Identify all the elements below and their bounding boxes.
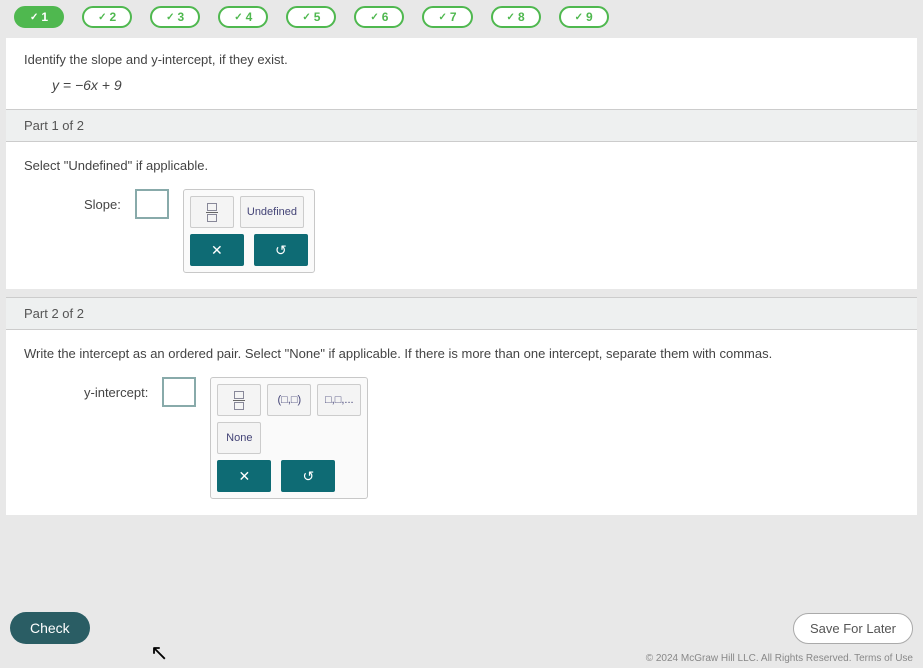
check-icon: ✓ [166,12,174,23]
check-icon: ✓ [30,12,38,23]
slope-label: Slope: [84,189,121,212]
part2-body: Write the intercept as an ordered pair. … [6,330,917,515]
slope-input[interactable] [135,189,169,219]
multi-tool[interactable]: □,□,... [317,384,361,416]
progress-num: 3 [178,10,185,24]
check-icon: ✓ [370,12,378,23]
part2-toolbox: (□,□) □,□,... None ✕ ↺ [210,377,368,499]
progress-row: ✓1 ✓2 ✓3 ✓4 ✓5 ✓6 ✓7 ✓8 ✓9 [0,0,923,38]
clear-button[interactable]: ✕ [217,460,271,492]
progress-pill-7[interactable]: ✓7 [422,6,472,28]
fraction-icon [206,203,218,222]
none-tool[interactable]: None [217,422,261,454]
ordered-pair-tool[interactable]: (□,□) [267,384,311,416]
progress-num: 5 [314,10,321,24]
question-prompt: Identify the slope and y-intercept, if t… [24,52,899,67]
progress-pill-3[interactable]: ✓3 [150,6,200,28]
progress-num: 6 [382,10,389,24]
progress-num: 4 [246,10,253,24]
question-equation: y = −6x + 9 [52,77,899,93]
part2-header: Part 2 of 2 [6,297,917,330]
part1-input-row: Slope: Undefined ✕ ↺ [84,189,899,273]
progress-num: 1 [41,10,48,24]
check-icon: ✓ [438,12,446,23]
check-icon: ✓ [234,12,242,23]
check-icon: ✓ [98,12,106,23]
progress-pill-6[interactable]: ✓6 [354,6,404,28]
progress-pill-2[interactable]: ✓2 [82,6,132,28]
part2-input-row: y-intercept: (□,□) □,□,... None ✕ ↺ [84,377,899,499]
check-icon: ✓ [507,12,515,23]
progress-num: 7 [450,10,457,24]
progress-pill-8[interactable]: ✓8 [491,6,541,28]
progress-pill-4[interactable]: ✓4 [218,6,268,28]
save-for-later-button[interactable]: Save For Later [793,613,913,644]
progress-num: 2 [109,10,116,24]
undefined-tool[interactable]: Undefined [240,196,304,228]
progress-num: 8 [518,10,525,24]
reset-button[interactable]: ↺ [281,460,335,492]
check-icon: ✓ [302,12,310,23]
progress-pill-1[interactable]: ✓1 [14,6,64,28]
progress-pill-9[interactable]: ✓9 [559,6,609,28]
reset-button[interactable]: ↺ [254,234,308,266]
check-button[interactable]: Check [10,612,90,644]
fraction-tool[interactable] [190,196,234,228]
copyright-text: © 2024 McGraw Hill LLC. All Rights Reser… [646,653,913,664]
part1-body: Select "Undefined" if applicable. Slope:… [6,142,917,289]
question-block: Identify the slope and y-intercept, if t… [6,38,917,109]
check-icon: ✓ [575,12,583,23]
part1-toolbox: Undefined ✕ ↺ [183,189,315,273]
yintercept-label: y-intercept: [84,377,148,400]
footer: Check Save For Later [0,612,923,644]
part2-instruction: Write the intercept as an ordered pair. … [24,346,899,361]
part1-instruction: Select "Undefined" if applicable. [24,158,899,173]
clear-button[interactable]: ✕ [190,234,244,266]
progress-num: 9 [586,10,593,24]
yintercept-input[interactable] [162,377,196,407]
fraction-tool[interactable] [217,384,261,416]
part1-header: Part 1 of 2 [6,109,917,142]
progress-pill-5[interactable]: ✓5 [286,6,336,28]
fraction-icon [233,391,245,410]
